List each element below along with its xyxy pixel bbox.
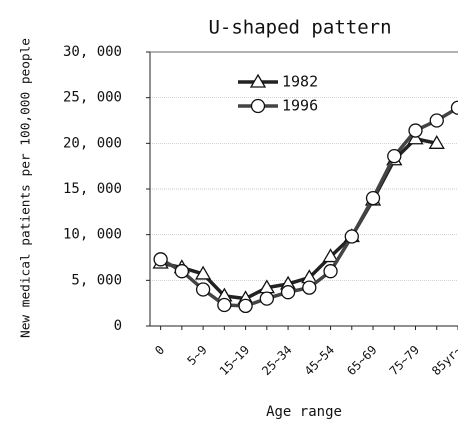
y-tick-label: 10, 000 (63, 227, 122, 243)
x-tick-label: 25~34 (259, 343, 294, 378)
marker (259, 291, 274, 306)
y-tick-label: 25, 000 (63, 90, 122, 106)
y-label-group: New medical patients per 100,000 people (19, 38, 33, 338)
y-axis-label: New medical patients per 100,000 people (19, 38, 33, 338)
marker (302, 280, 317, 295)
marker (387, 148, 402, 164)
marker (280, 285, 296, 300)
x-tick-label: 5~9 (184, 343, 209, 368)
x-tick-label: 75~79 (387, 343, 422, 378)
marker (322, 248, 339, 263)
marker (194, 265, 212, 280)
y-tick-label: 15, 000 (63, 181, 122, 197)
marker (428, 135, 445, 149)
legend-label: 1996 (282, 97, 318, 115)
marker (344, 229, 359, 244)
marker (174, 264, 190, 279)
x-tick-label: 85yr~ (429, 343, 458, 378)
marker (407, 130, 424, 145)
x-tick-label: 0 (152, 343, 167, 358)
legend-marker (249, 73, 267, 88)
x-tick-label: 45~54 (302, 343, 337, 378)
y-tick-label: 30, 000 (63, 44, 122, 60)
chart-title: U-shaped pattern (208, 17, 391, 39)
marker (408, 123, 423, 138)
x-tick-label: 65~69 (344, 343, 379, 378)
legend-label: 1982 (282, 73, 318, 91)
marker (153, 252, 168, 267)
marker (217, 297, 232, 313)
series (153, 100, 458, 314)
y-tick-label: 0 (114, 318, 122, 334)
marker (323, 264, 338, 279)
marker (450, 100, 458, 115)
marker (365, 190, 381, 206)
legend-symbol (249, 73, 267, 88)
x-axis-label: Age range (266, 404, 342, 420)
marker (429, 113, 444, 128)
marker (238, 298, 253, 314)
y-tick-label: 5, 000 (71, 272, 122, 288)
y-tick-label: 20, 000 (63, 135, 122, 151)
legend-symbol (250, 98, 266, 114)
marker (195, 282, 211, 297)
legend-marker (250, 98, 266, 114)
x-tick-label: 15~19 (217, 343, 252, 378)
